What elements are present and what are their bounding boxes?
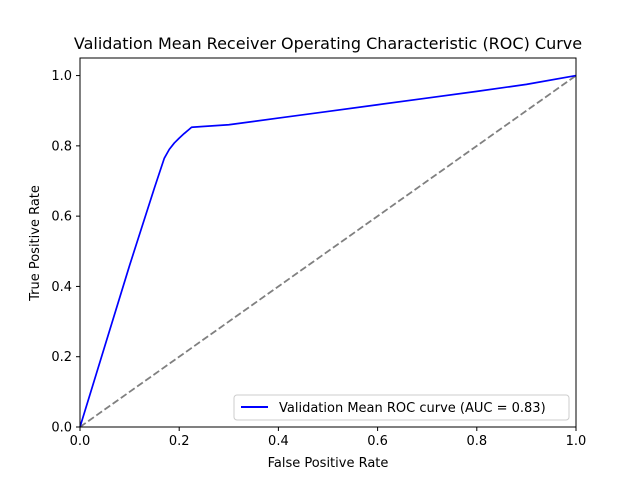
x-tick-label: 0.2 — [169, 434, 190, 449]
y-tick-label: 0.6 — [51, 210, 72, 225]
x-axis-label: False Positive Rate — [268, 456, 389, 471]
plot-frame — [79, 57, 577, 428]
x-axis-ticks: 0.0 0.2 0.4 0.6 0.8 1.0 — [70, 427, 587, 449]
x-tick-label: 0.4 — [268, 434, 289, 449]
y-axis-label: True Positive Rate — [28, 185, 43, 302]
x-tick-label: 1.0 — [566, 434, 587, 449]
legend: Validation Mean ROC curve (AUC = 0.83) — [233, 394, 570, 421]
chart-title: Validation Mean Receiver Operating Chara… — [74, 34, 582, 53]
y-tick-label: 0.0 — [51, 421, 72, 436]
y-tick-label: 0.4 — [51, 280, 72, 295]
x-tick-label: 0.0 — [70, 434, 91, 449]
legend-label: Validation Mean ROC curve (AUC = 0.83) — [279, 401, 546, 416]
chance-diagonal-line — [79, 74, 577, 428]
x-tick-label: 0.6 — [367, 434, 388, 449]
y-tick-label: 0.2 — [51, 350, 72, 365]
y-tick-label: 0.8 — [51, 139, 72, 154]
y-axis-ticks: 0.0 0.2 0.4 0.6 0.8 1.0 — [51, 69, 80, 436]
y-tick-label: 1.0 — [51, 69, 72, 84]
legend-box — [233, 394, 570, 421]
plot-area — [79, 74, 577, 428]
roc-curve-line — [79, 74, 577, 428]
x-tick-label: 0.8 — [466, 434, 487, 449]
